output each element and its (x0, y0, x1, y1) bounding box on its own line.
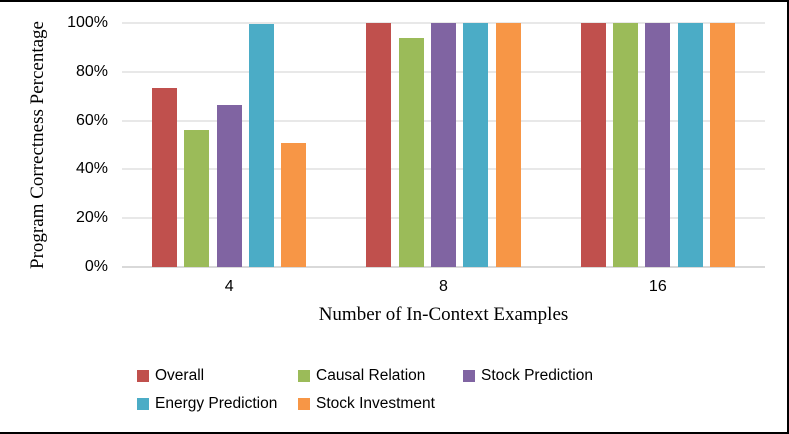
frame-border-bottom (0, 432, 789, 434)
bar-energy-prediction-16 (677, 23, 703, 267)
legend-label-energy-prediction: Energy Prediction (155, 395, 278, 412)
x-tick-label-16: 16 (648, 278, 667, 295)
y-tick-label-100: 100% (67, 14, 108, 31)
bar-causal-relation-16 (612, 23, 638, 267)
bar-causal-relation-8 (398, 37, 424, 267)
legend-swatch-causal-relation (298, 370, 310, 382)
bar-stock-investment-16 (710, 23, 736, 267)
x-axis-line (122, 266, 765, 268)
bar-stock-investment-4 (281, 142, 307, 267)
y-tick-label-0: 0% (84, 258, 108, 275)
bar-energy-prediction-8 (463, 23, 489, 267)
x-tick-label-4: 4 (224, 278, 234, 295)
x-tick-label-8: 8 (439, 278, 448, 295)
y-tick-label-60: 60% (75, 111, 108, 129)
legend-swatch-energy-prediction (137, 398, 149, 410)
legend-item-overall: Overall (137, 362, 298, 390)
y-tick-label-80: 80% (75, 62, 108, 80)
bar-overall-8 (366, 23, 392, 267)
legend-item-stock-investment: Stock Investment (298, 390, 463, 418)
bar-causal-relation-4 (184, 130, 210, 267)
legend-swatch-overall (137, 370, 149, 382)
frame-border-top (0, 0, 789, 2)
bar-stock-prediction-4 (216, 104, 242, 267)
legend-swatch-stock-investment (298, 398, 310, 410)
bar-overall-16 (580, 23, 606, 267)
legend-label-stock-investment: Stock Investment (316, 395, 435, 412)
y-tick-label-40: 40% (75, 160, 108, 178)
legend-swatch-stock-prediction (463, 370, 475, 382)
bar-stock-prediction-16 (645, 23, 671, 267)
legend-label-stock-prediction: Stock Prediction (481, 367, 593, 384)
legend-item-energy-prediction: Energy Prediction (137, 390, 298, 418)
legend-item-stock-prediction: Stock Prediction (463, 362, 593, 390)
bar-overall-4 (151, 87, 177, 267)
legend-label-overall: Overall (155, 367, 205, 384)
y-tick-label-20: 20% (75, 209, 108, 227)
legend-item-causal-relation: Causal Relation (298, 362, 463, 390)
frame-border-right (787, 0, 789, 434)
legend: Overall Causal Relation Stock Prediction En… (137, 362, 593, 418)
x-axis-title: Number of In-Context Examples (318, 304, 569, 325)
bar-stock-prediction-8 (431, 23, 456, 267)
bar-stock-investment-8 (495, 23, 521, 267)
bar-energy-prediction-4 (249, 24, 275, 267)
legend-label-causal-relation: Causal Relation (316, 367, 426, 384)
